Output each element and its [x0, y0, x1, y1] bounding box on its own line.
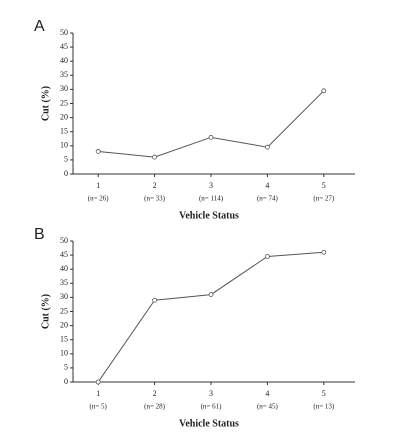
x-tick-label: 4: [265, 181, 269, 190]
sample-size: (n= 28): [144, 403, 166, 411]
x-tick-label: 3: [209, 181, 213, 190]
y-tick-label: 10: [60, 141, 68, 150]
y-tick-label: 20: [60, 320, 68, 329]
point: [321, 249, 327, 255]
point: [264, 254, 270, 259]
x-axis-label: Vehicle Status: [179, 418, 239, 429]
x-axis-label: Vehicle Status: [179, 210, 239, 221]
point: [208, 134, 214, 140]
y-tick-label: 35: [60, 278, 68, 287]
sample-size: (n= 27): [313, 195, 335, 203]
point: [208, 292, 214, 297]
x-tick-label: 1: [96, 181, 100, 190]
y-tick-label: 5: [64, 363, 68, 372]
y-axis-label: Cut (%): [40, 294, 51, 329]
sample-size: (n= 33): [144, 195, 166, 203]
x-tick-label: 2: [153, 181, 157, 190]
point: [264, 144, 270, 150]
point: [152, 154, 158, 160]
sample-size: (n= 114): [199, 195, 224, 203]
x-tick-label: 2: [153, 389, 157, 398]
y-tick-label: 0: [64, 169, 68, 178]
sample-size: (n= 61): [201, 403, 223, 411]
point: [95, 379, 101, 385]
y-tick-label: 10: [60, 349, 68, 358]
x-tick-label: 4: [265, 389, 269, 398]
y-tick-label: 40: [60, 264, 68, 273]
y-tick-label: 45: [60, 250, 68, 259]
y-tick-label: 50: [60, 236, 68, 245]
panel-label: A: [34, 18, 45, 35]
y-tick-label: 20: [60, 112, 68, 121]
y-tick-label: 40: [60, 56, 68, 65]
sample-size: (n= 26): [88, 195, 110, 203]
sample-size: (n= 45): [257, 403, 279, 411]
point: [321, 88, 327, 94]
sample-size: (n= 13): [313, 403, 335, 411]
y-tick-label: 50: [60, 28, 68, 37]
y-tick-label: 0: [64, 377, 68, 386]
sample-size: (n= 74): [257, 195, 279, 203]
y-tick-label: 25: [60, 306, 68, 315]
x-tick-label: 1: [96, 389, 100, 398]
x-tick-label: 3: [209, 389, 213, 398]
y-tick-label: 15: [60, 335, 68, 344]
sample-size: (n= 5): [90, 403, 108, 411]
y-tick-label: 25: [60, 98, 68, 107]
x-tick-label: 5: [322, 181, 326, 190]
line: [97, 251, 324, 383]
y-tick-label: 15: [60, 127, 68, 136]
x-tick-label: 5: [322, 389, 326, 398]
line: [98, 90, 325, 158]
point: [152, 297, 158, 303]
panel-label: B: [34, 226, 45, 243]
point: [95, 149, 101, 154]
y-tick-label: 30: [60, 84, 68, 93]
y-tick-label: 5: [64, 155, 68, 164]
y-tick-label: 45: [60, 42, 68, 51]
y-tick-label: 35: [60, 70, 68, 79]
y-axis-label: Cut (%): [40, 86, 51, 121]
y-tick-label: 30: [60, 292, 68, 301]
